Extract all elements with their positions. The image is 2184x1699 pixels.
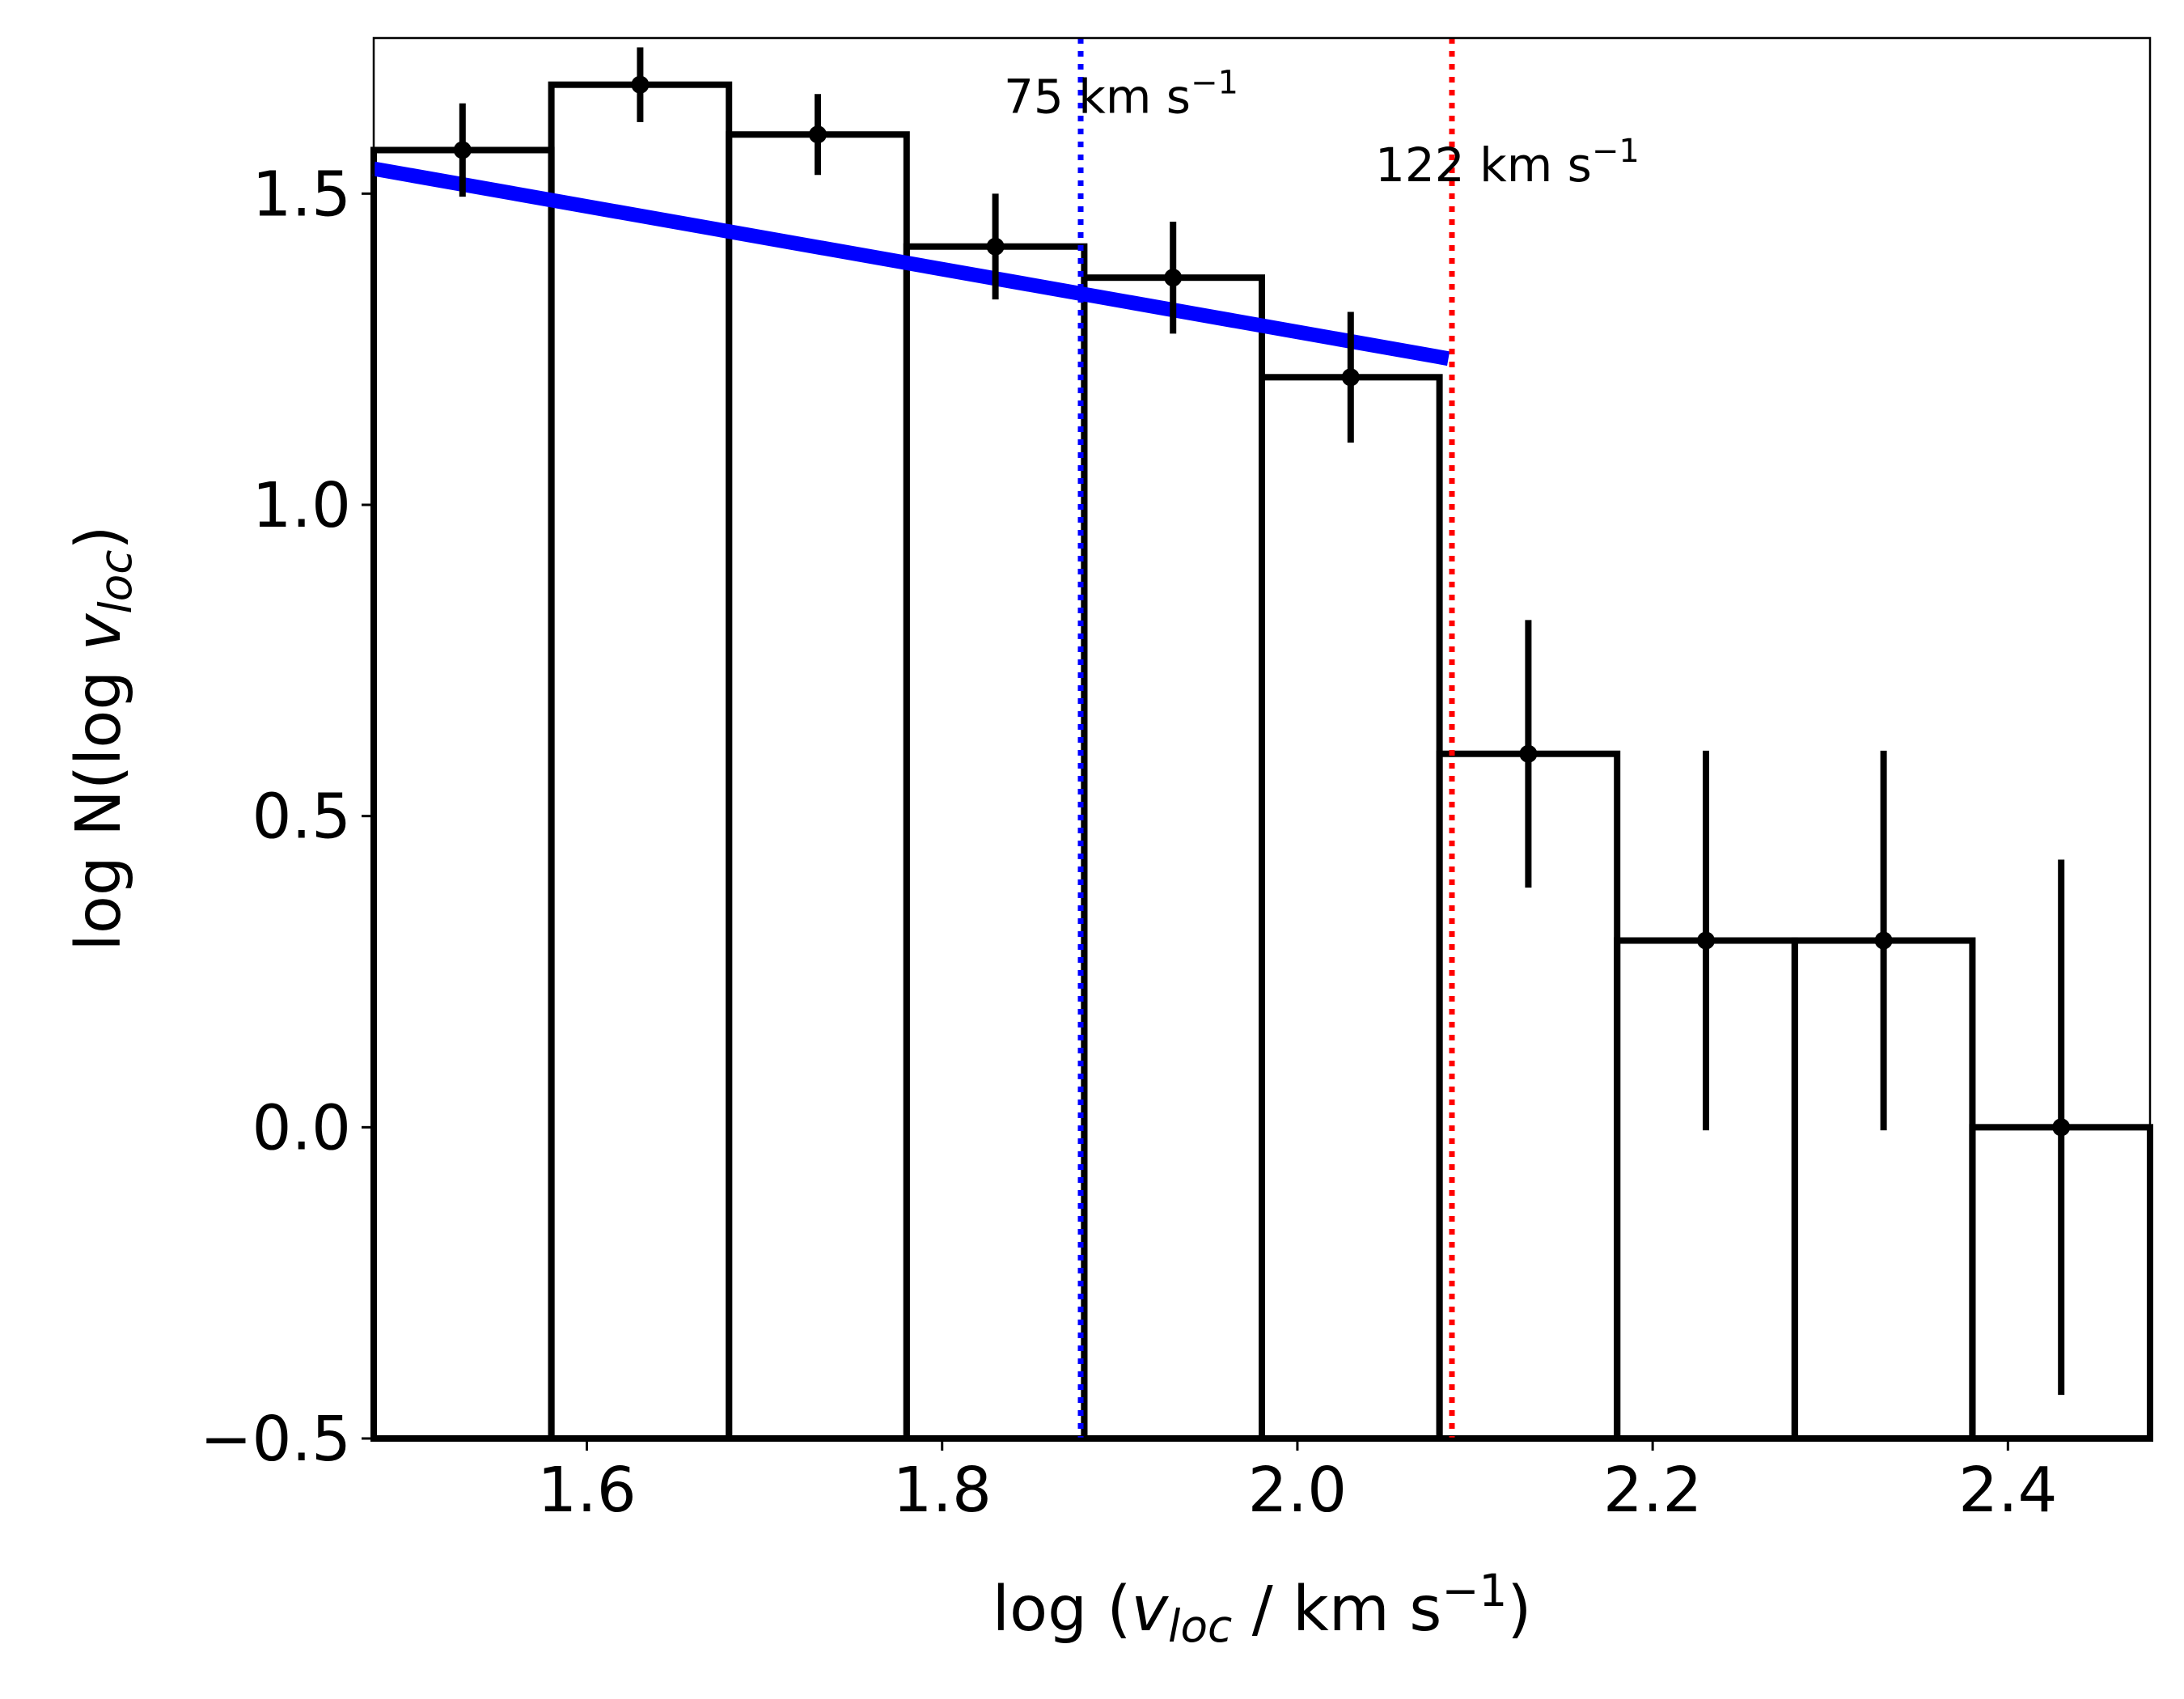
y-tick-label: 1.0: [252, 470, 351, 542]
data-point: [1164, 269, 1183, 287]
y-ticks: −0.5 0.0 0.5 1.0 1.5: [200, 159, 374, 1476]
data-point: [453, 141, 472, 159]
data-point: [1519, 744, 1538, 763]
fit-line: [372, 161, 1450, 366]
histogram-bar: [1259, 374, 1443, 1443]
y-tick-label: 0.5: [252, 782, 351, 854]
y-tick-label: 1.5: [252, 159, 351, 231]
fit-line-group: [372, 161, 1450, 366]
x-tick-label: 1.6: [537, 1455, 636, 1527]
histogram-bar: [370, 146, 555, 1443]
data-point: [2052, 1118, 2071, 1137]
x-tick-label: 2.0: [1248, 1455, 1347, 1527]
plot-frame: [372, 36, 2152, 1440]
histogram-bar: [726, 131, 910, 1442]
x-tick-label: 2.2: [1603, 1455, 1702, 1527]
reference-line-label: 75 km s−1: [1004, 64, 1238, 124]
x-ticks: 1.6 1.8 2.0 2.2 2.4: [537, 1438, 2058, 1527]
y-tick-label: −0.5: [200, 1404, 351, 1476]
reference-line-label: 122 km s−1: [1375, 133, 1640, 193]
error-bars: [453, 47, 2071, 1396]
x-tick-label: 2.4: [1958, 1455, 2057, 1527]
data-point: [1874, 931, 1893, 950]
annotations: 75 km s−1 122 km s−1: [1004, 64, 1640, 193]
data-point: [809, 125, 827, 144]
histogram-bar: [1081, 274, 1266, 1442]
histogram-bar: [548, 81, 733, 1443]
x-axis-label: log (vloc / km s−1): [993, 1565, 1532, 1652]
data-point: [986, 237, 1005, 256]
histogram-bar: [903, 243, 1088, 1442]
reference-lines: [1077, 38, 1455, 1438]
data-point: [1697, 931, 1715, 950]
y-axis-label: log N(log vloc): [63, 525, 142, 951]
data-point: [1341, 368, 1360, 387]
y-tick-label: 0.0: [252, 1092, 351, 1164]
data-point: [631, 75, 650, 94]
x-tick-label: 1.8: [892, 1455, 991, 1527]
